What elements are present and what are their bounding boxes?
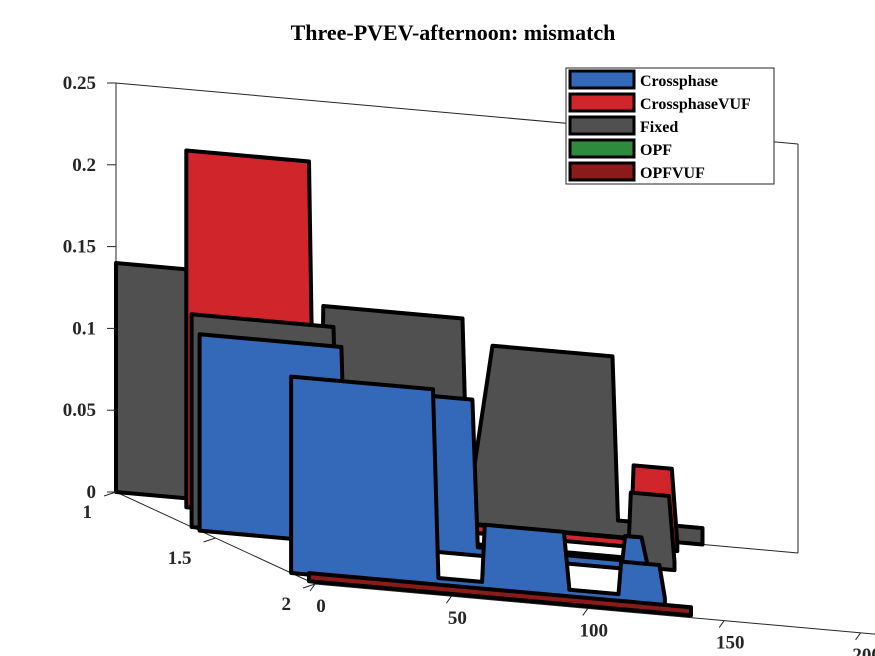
y-tick-mark (302, 583, 316, 589)
series-ribbon (307, 571, 693, 618)
legend-entry: OPFVUF (568, 161, 705, 182)
x-tick-label: 200 (852, 645, 875, 656)
legend-swatch (568, 92, 636, 113)
y-tick-label: 1 (83, 502, 93, 523)
x-tick-label: 100 (580, 620, 609, 641)
z-tick-label: 0.1 (72, 318, 96, 339)
legend: Crossphase CrossphaseVUF Fixed OPF OPFVU… (565, 67, 775, 185)
z-tick-label: 0.15 (63, 237, 96, 258)
legend-label: Fixed (640, 119, 678, 136)
z-tick-label: 0.2 (72, 155, 96, 176)
legend-entry: OPF (568, 138, 672, 159)
x-tick-mark (309, 583, 316, 592)
y-tick-mark (103, 491, 117, 497)
legend-label: Crossphase (640, 73, 718, 90)
series-layer (114, 148, 705, 618)
y-tick-label: 1.5 (168, 548, 192, 569)
legend-swatch (568, 161, 636, 182)
legend-swatch (568, 115, 636, 136)
legend-swatch (568, 138, 636, 159)
x-tick-label: 50 (448, 608, 467, 629)
z-tick-label: 0.05 (63, 400, 96, 421)
legend-entry: CrossphaseVUF (568, 92, 751, 113)
x-tick-mark (718, 620, 725, 628)
x-axis-line (314, 583, 875, 635)
legend-swatch (568, 69, 636, 90)
legend-label: OPF (640, 142, 672, 159)
z-tick-label: 0.25 (63, 73, 96, 94)
legend-label: OPFVUF (640, 165, 705, 182)
z-tick-label: 0 (87, 482, 97, 503)
legend-entry: Fixed (568, 115, 678, 136)
x-tick-label: 0 (316, 596, 326, 617)
x-tick-label: 150 (716, 633, 745, 654)
chart-title: Three-PVEV-afternoon: mismatch (291, 20, 616, 45)
y-tick-mark (203, 537, 216, 543)
x-tick-mark (445, 595, 452, 604)
y-tick-label: 2 (282, 594, 292, 615)
x-tick-mark (855, 632, 862, 641)
x-tick-mark (582, 608, 589, 616)
legend-label: CrossphaseVUF (640, 96, 751, 113)
legend-entry: Crossphase (568, 69, 718, 90)
